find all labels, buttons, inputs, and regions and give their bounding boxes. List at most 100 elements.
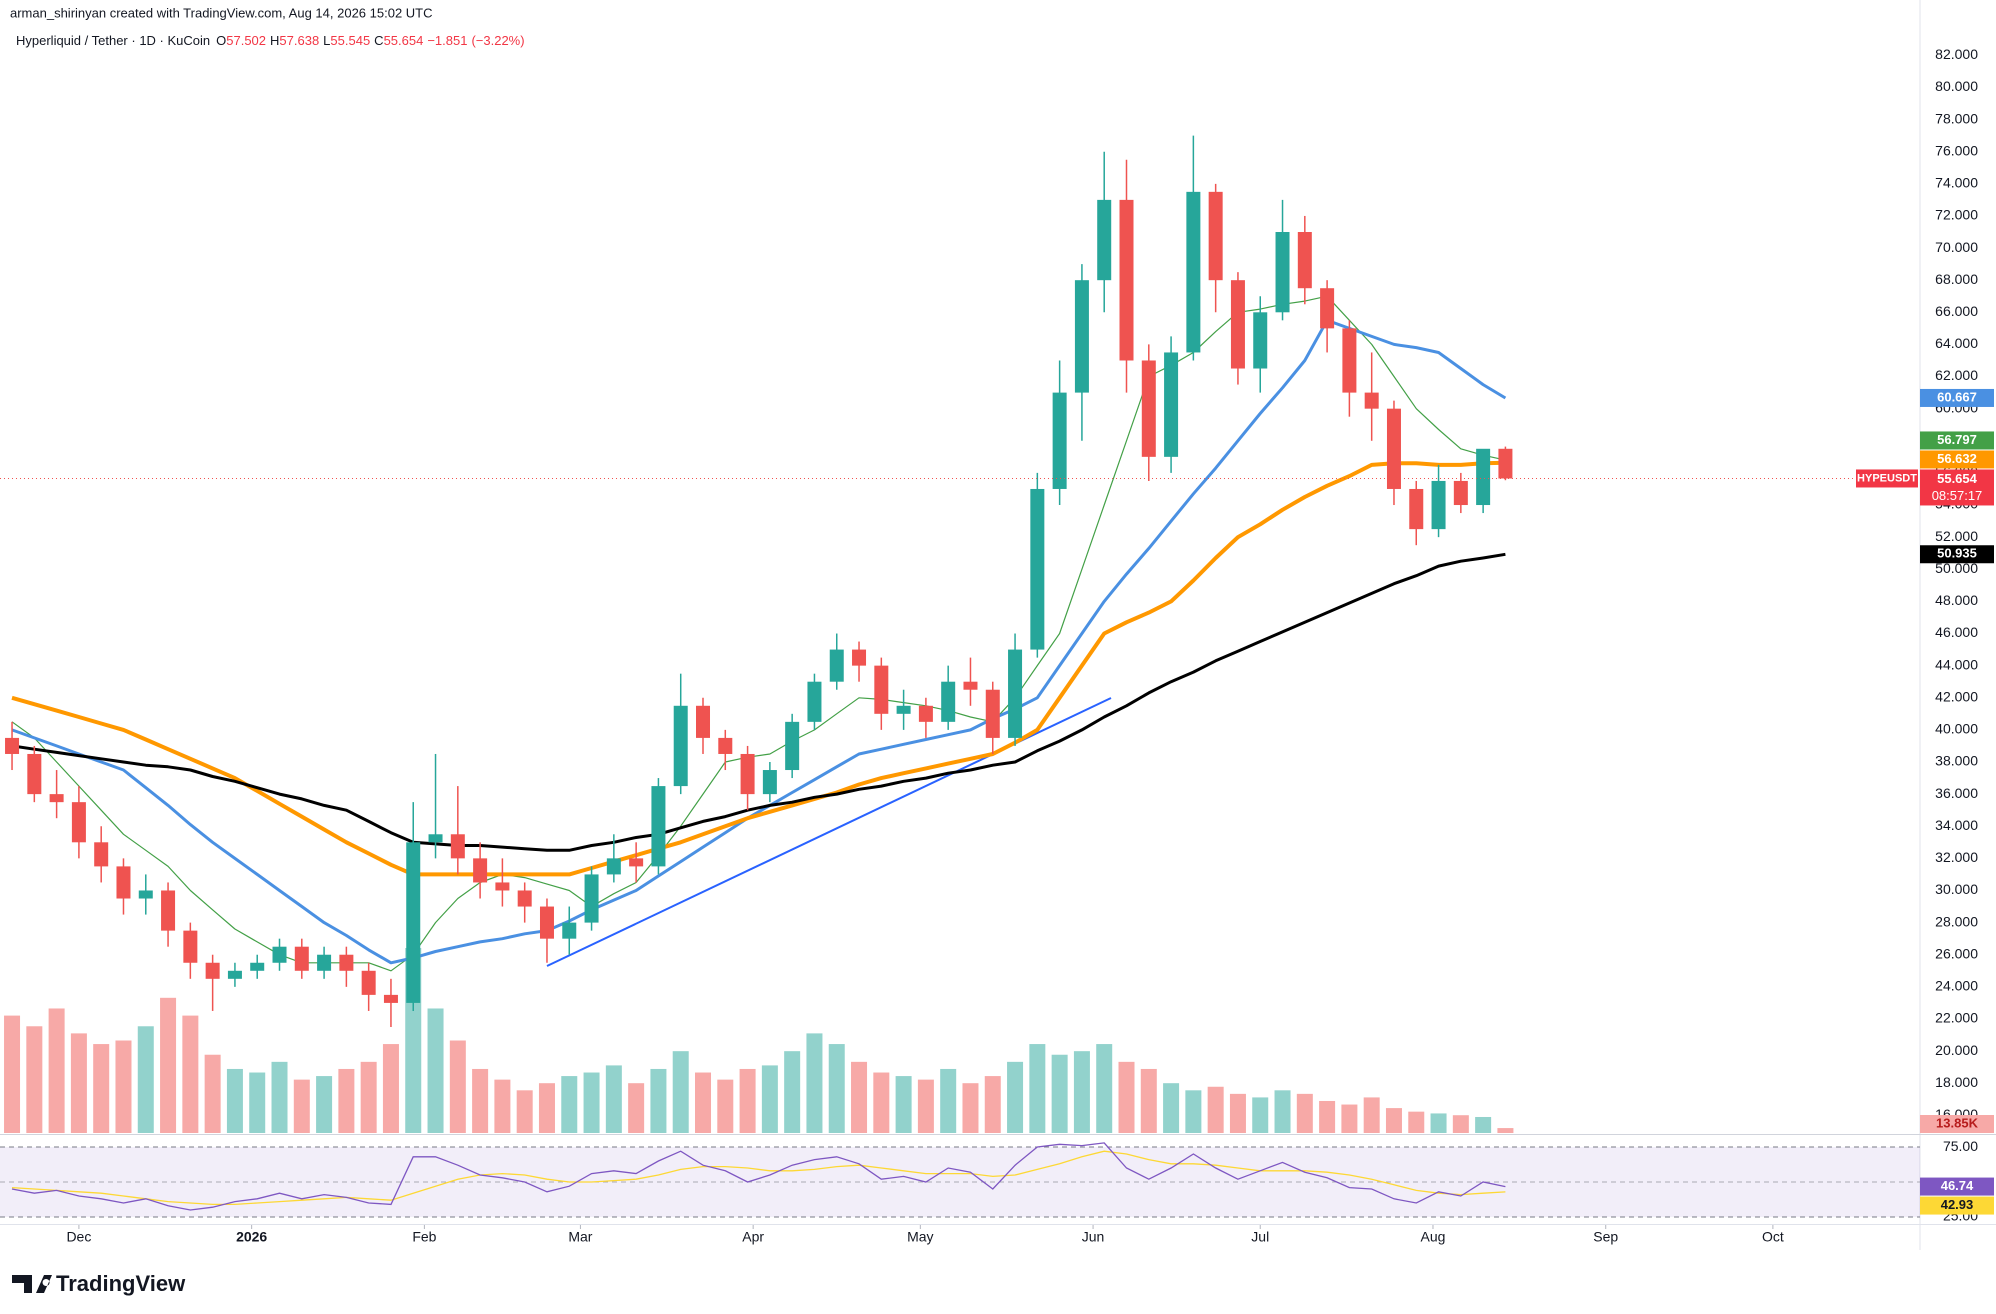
y-tick-label: 50.000 xyxy=(1935,560,1978,576)
candle-body xyxy=(1342,328,1357,393)
change-pct: (−3.22%) xyxy=(471,33,524,48)
moving-average xyxy=(11,552,1506,852)
candle-body xyxy=(1297,232,1312,289)
volume-bar xyxy=(160,997,177,1133)
candle-body xyxy=(606,858,621,875)
candle-body xyxy=(450,834,465,859)
volume-bar xyxy=(828,1044,845,1133)
candle-body xyxy=(1476,448,1491,506)
price-box xyxy=(1920,469,1994,506)
volume-bar xyxy=(717,1079,734,1133)
candle-body xyxy=(1275,232,1290,313)
y-tick-label: 26.000 xyxy=(1935,945,1978,961)
volume-bar xyxy=(182,1015,199,1133)
rsi-ma-value-box xyxy=(1920,1196,1994,1215)
volume-bar xyxy=(1341,1104,1358,1133)
candle-body xyxy=(1074,280,1089,393)
moving-average xyxy=(11,460,1506,877)
candle-body xyxy=(517,890,532,907)
x-tick-label: Jun xyxy=(1082,1229,1105,1245)
volume-bar xyxy=(1029,1044,1046,1133)
ohlc-value: 55.654 xyxy=(384,33,424,48)
y-tick-label: 38.000 xyxy=(1935,753,1978,769)
volume-bar xyxy=(494,1079,511,1133)
candle-body xyxy=(1208,191,1223,281)
volume-bar xyxy=(137,1026,154,1133)
candle-body xyxy=(116,866,131,899)
ohlc-value: 55.545 xyxy=(330,33,370,48)
y-tick-label: 52.000 xyxy=(1935,528,1978,544)
volume-bar xyxy=(1296,1093,1313,1133)
volume-bar xyxy=(271,1061,288,1133)
candle-body xyxy=(1386,408,1401,489)
y-tick-label: 36.000 xyxy=(1935,785,1978,801)
volume-bar xyxy=(784,1051,801,1133)
candle-body xyxy=(651,786,666,867)
candle-body xyxy=(874,665,889,714)
x-tick-label: May xyxy=(907,1229,933,1245)
y-tick-label: 80.000 xyxy=(1935,78,1978,94)
ohlc-letter: L xyxy=(323,33,330,48)
volume-bar xyxy=(1363,1097,1380,1133)
candle-body xyxy=(161,890,176,931)
price-value: 55.654 xyxy=(1937,471,1978,486)
y-tick-label: 32.000 xyxy=(1935,849,1978,865)
volume-bar xyxy=(1430,1113,1447,1133)
volume-bar xyxy=(739,1068,756,1133)
candle-body xyxy=(495,882,510,891)
candle-body xyxy=(5,737,20,754)
volume-bar xyxy=(650,1068,667,1133)
volume-bar xyxy=(873,1072,890,1133)
candle-body xyxy=(1409,488,1424,530)
x-tick-label: Aug xyxy=(1421,1229,1446,1245)
volume-bar xyxy=(360,1061,377,1133)
candle-body xyxy=(829,649,844,682)
volume-bar xyxy=(204,1054,221,1133)
volume-bar xyxy=(516,1090,533,1133)
volume-bar xyxy=(1408,1111,1425,1133)
candle-body xyxy=(807,681,822,722)
ma-value-box xyxy=(1920,388,1994,407)
y-tick-label: 30.000 xyxy=(1935,881,1978,897)
candle-body xyxy=(785,721,800,771)
ma-value: 56.797 xyxy=(1937,432,1977,447)
y-tick-label: 20.000 xyxy=(1935,1042,1978,1058)
y-tick-label: 46.000 xyxy=(1935,624,1978,640)
y-tick-label: 72.000 xyxy=(1935,207,1978,223)
change: −1.851 xyxy=(427,33,467,48)
candle-body xyxy=(317,954,332,971)
volume-bar xyxy=(895,1076,912,1133)
volume-bar xyxy=(1385,1108,1402,1133)
volume-bar xyxy=(1229,1093,1246,1133)
candle-body xyxy=(1230,280,1245,369)
candle-body xyxy=(718,737,733,754)
candle-body xyxy=(227,970,242,979)
volume-bar xyxy=(561,1076,578,1133)
candle-body xyxy=(71,802,86,843)
ticker: HYPEUSDT xyxy=(1857,472,1917,484)
candle-body xyxy=(473,858,488,883)
candle-body xyxy=(1164,352,1179,457)
volume-bar xyxy=(1096,1044,1113,1133)
ohlc-letter: H xyxy=(270,33,279,48)
candle-body xyxy=(584,874,599,923)
volume-bar xyxy=(605,1065,622,1133)
candle-body xyxy=(562,922,577,939)
volume-bar xyxy=(93,1044,110,1133)
candle-body xyxy=(27,753,42,795)
x-tick-label: Oct xyxy=(1762,1229,1784,1245)
candle-body xyxy=(673,705,688,787)
ma-value: 60.667 xyxy=(1937,389,1977,404)
candle-body xyxy=(1119,199,1134,361)
volume-bar xyxy=(48,1008,65,1133)
candle-body xyxy=(406,842,421,1003)
volume-bar xyxy=(1497,1128,1514,1133)
ohlc-value: 57.638 xyxy=(279,33,319,48)
volume-bar xyxy=(338,1068,355,1133)
y-tick-label: 78.000 xyxy=(1935,110,1978,126)
candle-body xyxy=(1186,191,1201,353)
candle-body xyxy=(1253,312,1268,369)
moving-average xyxy=(11,295,1506,972)
candle-body xyxy=(852,649,867,666)
ma-value-box xyxy=(1920,450,1994,469)
